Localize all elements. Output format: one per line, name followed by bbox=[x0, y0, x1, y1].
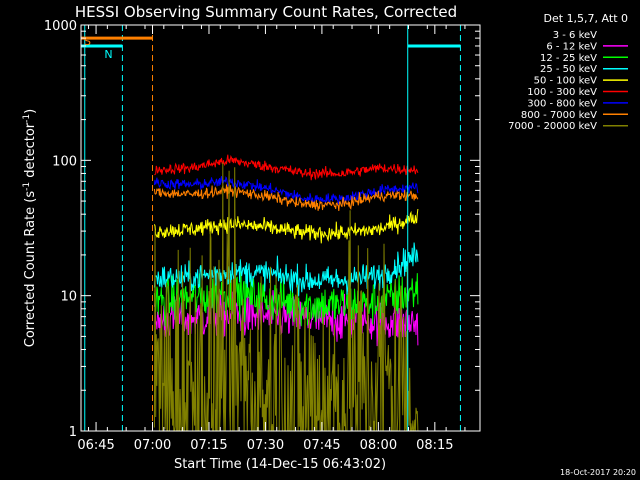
series-line bbox=[153, 242, 419, 297]
y-tick-label: 10 bbox=[60, 290, 77, 305]
footer-date: 18-Oct-2017 20:20 bbox=[560, 468, 636, 477]
x-tick-label: 06:45 bbox=[77, 438, 114, 453]
legend-label: 300 - 800 keV bbox=[527, 98, 597, 109]
series-line bbox=[153, 208, 419, 244]
y-tick-label: 1 bbox=[69, 425, 77, 440]
y-axis-label-sup1: -1 bbox=[22, 182, 32, 191]
legend-label: 800 - 7000 keV bbox=[521, 110, 597, 121]
y-axis-label-main: Corrected Count Rate (s bbox=[23, 191, 38, 348]
legend-label: 3 - 6 keV bbox=[553, 30, 597, 41]
flag-label: N bbox=[104, 48, 112, 61]
x-axis-label: Start Time (14-Dec-15 06:43:02) bbox=[174, 457, 386, 472]
series-line bbox=[154, 154, 419, 181]
x-tick-label: 08:00 bbox=[360, 438, 397, 453]
y-tick-label: 100 bbox=[52, 154, 77, 169]
legend-label: 50 - 100 keV bbox=[534, 76, 598, 87]
x-tick-label: 07:00 bbox=[134, 438, 171, 453]
flag-layer: SN bbox=[81, 35, 461, 61]
series-line bbox=[153, 290, 419, 347]
plot-frame bbox=[80, 24, 481, 432]
y-axis-label-mid: detector bbox=[23, 122, 38, 182]
series-line bbox=[153, 184, 419, 211]
x-tick-label: 07:45 bbox=[303, 438, 340, 453]
y-axis-label-end: ) bbox=[23, 109, 38, 114]
x-axis: 06:45 07:00 07:15 07:30 07:45 08:00 08:15 bbox=[77, 25, 466, 453]
y-axis: 1 10 100 1000 bbox=[44, 19, 480, 440]
y-axis-label-sup2: -1 bbox=[22, 114, 32, 123]
x-tick-label: 07:30 bbox=[247, 438, 284, 453]
chart-title: HESSI Observing Summary Count Rates, Cor… bbox=[75, 3, 457, 21]
x-tick-label: 08:15 bbox=[416, 438, 453, 453]
legend-label: 100 - 300 keV bbox=[527, 87, 597, 98]
series-line bbox=[153, 176, 419, 207]
legend-header: Det 1,5,7, Att 0 bbox=[544, 12, 628, 25]
x-tick-label: 07:15 bbox=[190, 438, 227, 453]
y-axis-label: Corrected Count Rate (s-1 detector-1) bbox=[22, 109, 38, 347]
marker-layer bbox=[84, 25, 461, 431]
legend-label: 25 - 50 keV bbox=[540, 64, 597, 75]
legend-label: 6 - 12 keV bbox=[546, 41, 597, 52]
legend-label: 12 - 25 keV bbox=[540, 53, 597, 64]
y-tick-label: 1000 bbox=[44, 19, 77, 34]
flag-label: S bbox=[84, 35, 91, 48]
legend-label: 7000 - 20000 keV bbox=[508, 121, 597, 132]
